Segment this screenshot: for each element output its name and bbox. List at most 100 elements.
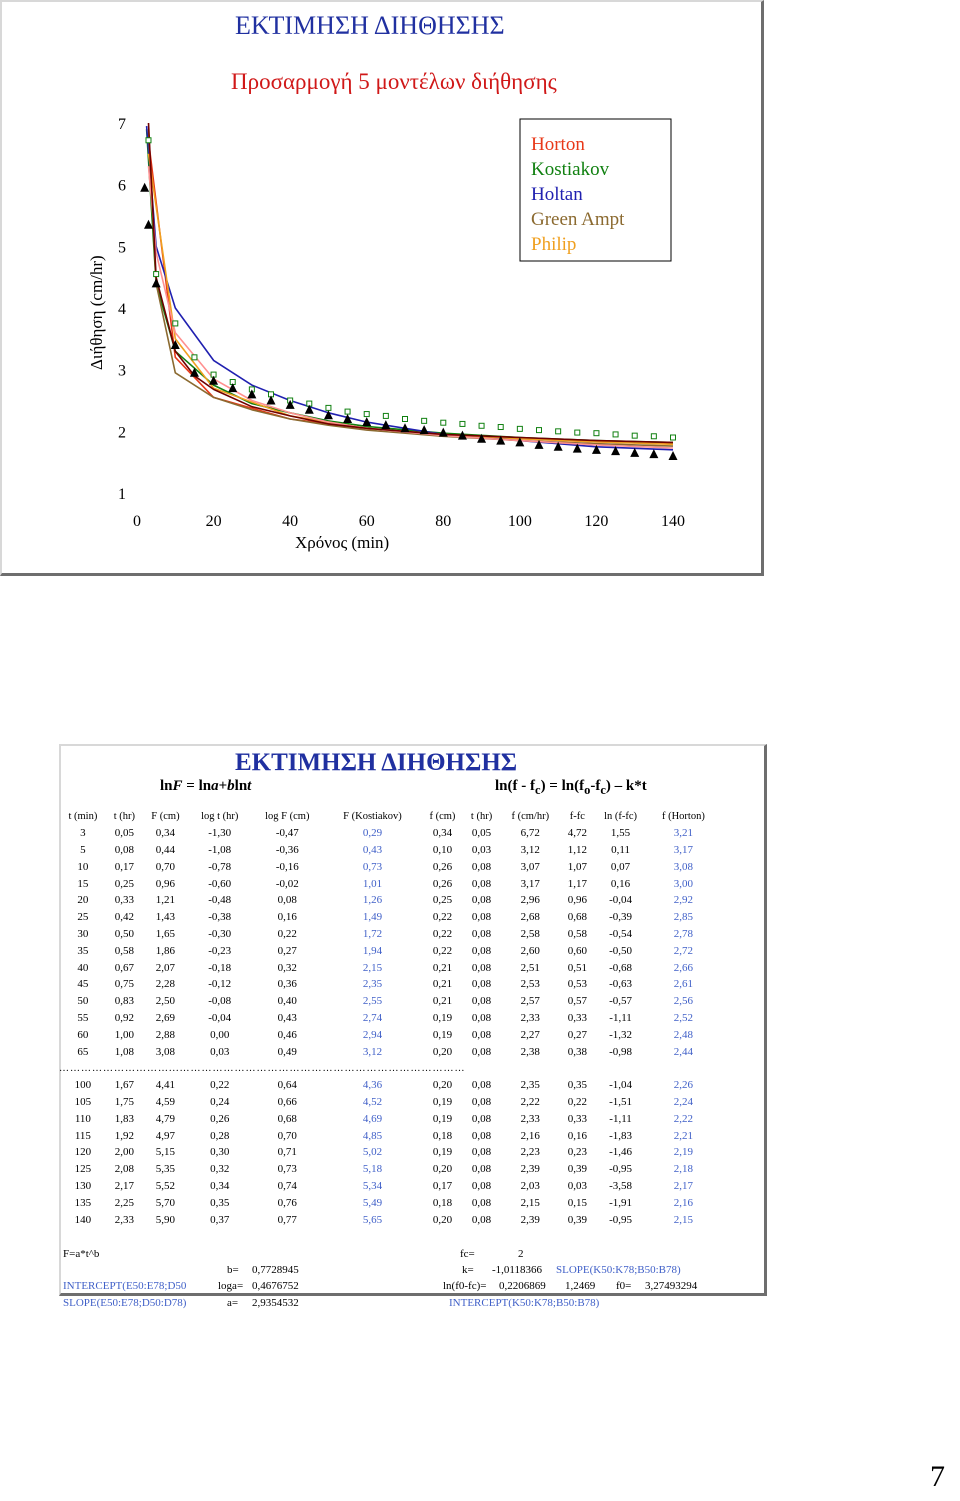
chart-main-title: ΕΚΤΙΜΗΣΗ ΔΙΗΘΗΣΗΣ bbox=[235, 11, 505, 40]
table-cell: 0,73 bbox=[277, 1163, 297, 1176]
table-cell: 2,88 bbox=[155, 1028, 176, 1041]
table-cell: -0,54 bbox=[609, 927, 632, 940]
k-value: -1,0118366 bbox=[492, 1264, 543, 1276]
table-cell: 0,00 bbox=[210, 1028, 230, 1041]
table-cell: 0,25 bbox=[432, 894, 453, 907]
table-cell: 2,07 bbox=[155, 961, 176, 974]
series-line-fit-6 bbox=[147, 122, 674, 444]
table-cell: 5 bbox=[80, 843, 86, 856]
axes: 0 20 40 60 80 100 120 140 1 2 3 4 5 6 7 bbox=[118, 116, 685, 530]
table-cell: 0,17 bbox=[114, 860, 135, 873]
table-row: 110 1,83 4,79 0,26 0,68 4,69 0,19 0,08 2,33 0,33 -… bbox=[59, 1110, 719, 1127]
table-cell: -0,08 bbox=[208, 995, 232, 1008]
table-cell: 2,60 bbox=[520, 944, 540, 957]
y-tick-label: 4 bbox=[118, 301, 126, 318]
table-cell: 40 bbox=[77, 961, 89, 974]
table-cell: 2,39 bbox=[520, 1213, 540, 1226]
table-cell: 0,20 bbox=[432, 1079, 453, 1092]
table-row: 10 0,17 0,70 -0,78 -0,16 0,73 0,26 0,08 3,07 1,07… bbox=[59, 858, 719, 875]
table-cell: 3,12 bbox=[520, 843, 540, 856]
table-cell: 0,92 bbox=[114, 1011, 135, 1024]
triangle-marker bbox=[534, 439, 544, 449]
table-cell: 0,20 bbox=[432, 1163, 453, 1176]
triangle-marker bbox=[362, 417, 372, 427]
triangle-marker bbox=[477, 433, 487, 443]
square-marker bbox=[191, 354, 198, 361]
table-cell: 0,08 bbox=[471, 927, 492, 940]
table-cell: 0,22 bbox=[210, 1079, 230, 1092]
table-cell: -0,16 bbox=[275, 860, 299, 873]
table-cell: 4,79 bbox=[155, 1112, 176, 1125]
table-cell: 3,08 bbox=[673, 860, 694, 873]
ellipsis-separator: …………………………...…………………………………………………………………… bbox=[59, 1062, 466, 1074]
table-cell: 0,39 bbox=[567, 1213, 587, 1226]
table-cell: 0,22 bbox=[277, 927, 297, 940]
triangle-marker bbox=[247, 389, 257, 399]
table-row: 40 0,67 2,07 -0,18 0,32 2,15 0,21 0,08 2,51 0,51 -… bbox=[59, 959, 719, 976]
table-cell: 140 bbox=[74, 1213, 92, 1226]
table-cell: 25 bbox=[77, 911, 89, 924]
square-marker bbox=[382, 412, 389, 419]
table-cell: 1,26 bbox=[362, 894, 383, 907]
slope-formula: SLOPE(E50:E78;D50:D78) bbox=[63, 1297, 187, 1309]
table-row: 30 0,50 1,65 -0,30 0,22 1,72 0,22 0,08 2,58 0,58 -… bbox=[59, 926, 719, 943]
table-cell: 0,44 bbox=[155, 843, 176, 856]
table-cell: 2,39 bbox=[520, 1163, 540, 1176]
table-cell: 4,85 bbox=[362, 1129, 383, 1142]
table-cell: -0,36 bbox=[275, 843, 299, 856]
table-cell: 0,20 bbox=[432, 1213, 453, 1226]
table-cell: 0,42 bbox=[114, 911, 135, 924]
table-cell: -1,83 bbox=[609, 1129, 632, 1142]
table-cell: 2,50 bbox=[155, 995, 176, 1008]
table-cell: 2,22 bbox=[520, 1095, 540, 1108]
table-cell: 2,55 bbox=[362, 995, 383, 1008]
series-markers bbox=[140, 137, 678, 460]
triangle-marker bbox=[668, 451, 678, 460]
table-cell: 0,34 bbox=[210, 1179, 230, 1192]
table-cell: 0,19 bbox=[432, 1028, 453, 1041]
table-title: ΕΚΤΙΜΗΣΗ ΔΙΗΘΗΣΗΣ bbox=[235, 749, 518, 776]
table-cell: 2,15 bbox=[520, 1196, 540, 1209]
x-tick-label: 100 bbox=[508, 513, 532, 530]
table-cell: 0,75 bbox=[114, 978, 135, 991]
table-cell: 1,12 bbox=[567, 843, 587, 856]
table-cell: 0,43 bbox=[277, 1011, 297, 1024]
triangle-marker bbox=[323, 410, 333, 420]
triangle-marker bbox=[496, 435, 506, 445]
square-marker bbox=[145, 137, 152, 144]
table-row: 130 2,17 5,52 0,34 0,74 5,34 0,17 0,08 2,03 0,03 -… bbox=[59, 1178, 719, 1195]
table-row: 115 1,92 4,97 0,28 0,70 4,85 0,18 0,08 2,16 0,16 -… bbox=[59, 1127, 719, 1144]
triangle-marker bbox=[553, 441, 563, 451]
table-cell: 3 bbox=[80, 827, 86, 840]
table-cell: 0,67 bbox=[114, 961, 135, 974]
table-row: 55 0,92 2,69 -0,04 0,43 2,74 0,19 0,08 2,33 0,33 -… bbox=[59, 1010, 719, 1027]
table-cell: 2,17 bbox=[673, 1179, 694, 1192]
table-cell: 55 bbox=[77, 1011, 89, 1024]
x-tick-label: 60 bbox=[359, 513, 375, 530]
table-row: 15 0,25 0,96 -0,60 -0,02 1,01 0,26 0,08 3,17 1,17… bbox=[59, 875, 719, 892]
table-cell: 0,49 bbox=[277, 1045, 297, 1058]
table-cell: 2,08 bbox=[114, 1163, 135, 1176]
table-cell: 0,64 bbox=[277, 1079, 297, 1092]
legend-entry: Kostiakov bbox=[531, 159, 610, 180]
legend: Horton Kostiakov Holtan Green Ampt Philip bbox=[519, 118, 672, 262]
table-cell: -1,08 bbox=[208, 843, 232, 856]
table-cell: -0,78 bbox=[208, 860, 232, 873]
table-cell: 0,19 bbox=[432, 1095, 453, 1108]
table-cell: 3,17 bbox=[673, 843, 694, 856]
triangle-marker bbox=[400, 423, 410, 433]
horton-equation: ln(f - fc) = ln(fo-fc) – k*t bbox=[495, 778, 647, 797]
square-marker bbox=[440, 419, 447, 426]
table-cell: 0,32 bbox=[210, 1163, 230, 1176]
triangle-marker bbox=[151, 278, 161, 288]
table-cell: 1,07 bbox=[567, 860, 587, 873]
table-cell: 2,56 bbox=[673, 995, 694, 1008]
table-cell: -0,98 bbox=[609, 1045, 632, 1058]
table-cell: 2,94 bbox=[362, 1028, 383, 1041]
table-cell: 50 bbox=[77, 995, 89, 1008]
triangle-marker bbox=[381, 420, 391, 430]
table-cell: 0,27 bbox=[567, 1028, 587, 1041]
table-cell: 20 bbox=[77, 894, 89, 907]
table-cell: 0,21 bbox=[432, 978, 453, 991]
table-cell: 2,52 bbox=[673, 1011, 694, 1024]
